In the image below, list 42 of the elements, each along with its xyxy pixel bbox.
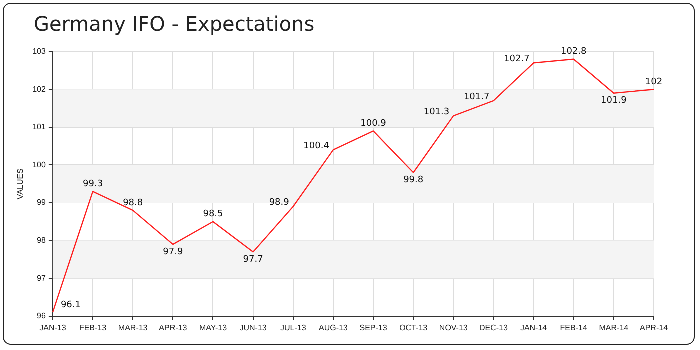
data-label: 97.9 — [163, 247, 184, 258]
x-tick-label: JAN-14 — [520, 323, 548, 332]
x-tick-label: APR-13 — [159, 323, 188, 332]
data-label: 101.3 — [424, 107, 450, 118]
x-tick-label: DEC-13 — [479, 323, 508, 332]
y-tick-label: 102 — [32, 84, 46, 94]
data-label: 102.8 — [560, 47, 588, 58]
data-label: 102.7 — [504, 54, 530, 64]
y-tick-label: 97 — [37, 274, 46, 283]
data-label: 100.9 — [360, 119, 387, 130]
x-tick-label: MAY-13 — [199, 323, 228, 332]
x-tick-label: MAR-13 — [118, 323, 148, 332]
x-tick-label: SEP-13 — [360, 323, 388, 332]
x-tick-label: FEB-14 — [560, 323, 588, 332]
y-tick-label: 101 — [32, 122, 46, 132]
data-label: 101.9 — [601, 96, 628, 106]
x-tick-label: JUN-13 — [240, 323, 268, 332]
data-label: 97.7 — [243, 254, 264, 265]
x-tick-label: OCT-13 — [400, 323, 428, 332]
x-tick-label: JAN-13 — [40, 323, 67, 332]
x-tick-label: JUL-13 — [280, 323, 307, 332]
x-tick-label: AUG-13 — [318, 323, 348, 332]
x-tick-label: MAR-14 — [599, 323, 630, 332]
data-label: 96.1 — [60, 300, 81, 310]
data-label: 100.4 — [304, 141, 330, 152]
data-label: 98.8 — [123, 198, 144, 208]
x-tick-label: APR-14 — [640, 323, 669, 332]
chart-title: Germany IFO - Expectations — [34, 12, 315, 36]
data-label: 98.9 — [269, 198, 290, 208]
y-axis-title: VALUES — [16, 168, 26, 200]
data-label: 101.7 — [464, 92, 490, 102]
x-tick-label: NOV-13 — [439, 323, 468, 332]
y-tick-label: 103 — [32, 47, 46, 56]
y-tick-label: 98 — [37, 236, 46, 246]
x-tick-label: FEB-13 — [79, 323, 108, 332]
y-tick-label: 100 — [32, 160, 46, 170]
y-tick-label: 99 — [37, 198, 46, 208]
y-tick-label: 96 — [37, 312, 46, 321]
data-label: 99.3 — [82, 180, 104, 190]
data-label: 99.8 — [404, 176, 424, 186]
data-label: 98.5 — [203, 210, 224, 220]
data-label: 102 — [645, 77, 663, 88]
